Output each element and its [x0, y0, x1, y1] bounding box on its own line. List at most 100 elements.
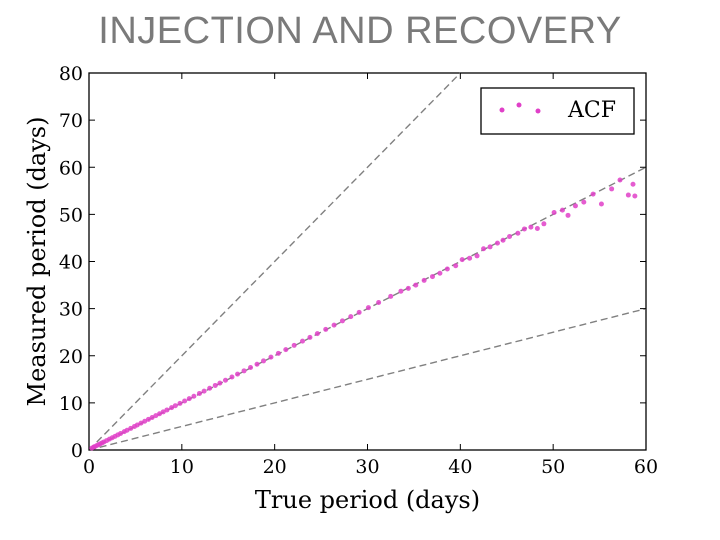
data-point — [551, 209, 557, 215]
data-point — [632, 193, 638, 199]
data-point — [134, 422, 140, 428]
x-tick-label: 40 — [448, 456, 472, 478]
legend-marker — [516, 102, 522, 108]
data-point — [191, 393, 197, 399]
data-point — [474, 253, 480, 259]
y-tick-label: 20 — [59, 346, 83, 368]
data-point — [541, 221, 547, 227]
data-point — [437, 270, 443, 276]
data-point — [164, 407, 170, 413]
data-point — [307, 334, 313, 340]
data-point — [283, 347, 289, 353]
data-point — [212, 382, 218, 388]
legend-box — [480, 87, 635, 135]
data-point — [196, 390, 202, 396]
data-point — [186, 396, 192, 402]
data-point — [521, 226, 527, 232]
data-point — [128, 425, 134, 431]
data-point — [261, 358, 267, 364]
data-points — [89, 177, 638, 451]
data-point — [138, 420, 144, 426]
data-point — [453, 263, 459, 269]
data-point — [182, 398, 188, 404]
data-point — [323, 326, 329, 332]
data-point — [500, 237, 506, 243]
page-title: INJECTION AND RECOVERY — [98, 10, 622, 52]
y-tick-label: 40 — [59, 252, 83, 274]
data-point — [291, 342, 297, 348]
data-point — [590, 191, 596, 197]
legend: ACF — [480, 87, 635, 135]
data-point — [598, 201, 604, 207]
data-point — [207, 385, 213, 391]
data-point — [630, 181, 636, 187]
y-tick-label: 0 — [71, 440, 83, 462]
data-point — [376, 299, 382, 305]
data-point — [229, 374, 235, 380]
data-point — [487, 244, 493, 250]
axis-ticks: 0 10 20 30 40 50 60 0 10 20 30 40 50 60 70 80 — [59, 63, 658, 478]
data-point — [248, 365, 254, 371]
data-point — [528, 224, 534, 230]
data-point — [339, 318, 345, 324]
data-point — [157, 411, 163, 417]
data-point — [617, 177, 623, 183]
reference-line-slope-2 — [88, 72, 461, 451]
data-point — [172, 403, 178, 409]
data-point — [365, 305, 371, 311]
data-point — [413, 282, 419, 288]
data-point — [153, 413, 159, 419]
data-point — [331, 322, 337, 328]
x-tick-label: 60 — [634, 456, 658, 478]
data-point — [160, 409, 166, 415]
x-tick-label: 0 — [83, 456, 95, 478]
data-point — [356, 309, 362, 315]
reference-line-slope-0.5 — [88, 307, 647, 451]
data-point — [534, 226, 540, 232]
data-point — [124, 427, 130, 433]
y-tick-label: 50 — [59, 204, 83, 226]
y-tick-label: 30 — [59, 299, 83, 321]
data-point — [149, 414, 155, 420]
data-point — [222, 377, 228, 383]
data-point — [169, 405, 175, 411]
data-point — [405, 285, 411, 291]
legend-marker — [535, 108, 541, 114]
y-tick-label: 60 — [59, 157, 83, 179]
data-point — [515, 230, 521, 236]
data-point — [300, 338, 306, 344]
data-point — [254, 361, 260, 367]
y-tick-label: 10 — [59, 393, 83, 415]
data-point — [572, 203, 578, 209]
x-tick-label: 30 — [355, 456, 379, 478]
x-tick-label: 50 — [541, 456, 565, 478]
data-point — [145, 416, 151, 422]
data-point — [467, 255, 473, 261]
y-axis-title: Measured period (days) — [23, 117, 51, 407]
data-point — [507, 234, 513, 240]
x-tick-label: 20 — [263, 456, 287, 478]
legend-label-acf: ACF — [567, 98, 616, 123]
data-point — [494, 240, 500, 246]
data-point — [142, 418, 148, 424]
legend-markers — [499, 102, 541, 114]
data-point — [241, 368, 247, 374]
data-point — [581, 199, 587, 205]
data-point — [559, 207, 565, 213]
data-point — [217, 380, 223, 386]
data-point — [268, 354, 274, 360]
data-point — [314, 331, 320, 337]
data-point — [388, 293, 394, 299]
data-point — [201, 388, 207, 394]
data-point — [481, 246, 487, 252]
x-axis-title: True period (days) — [255, 486, 480, 514]
data-point — [398, 288, 404, 294]
data-point — [429, 274, 435, 280]
data-point — [459, 257, 465, 263]
data-point — [118, 431, 124, 437]
legend-marker — [499, 107, 505, 113]
x-tick-label: 10 — [170, 456, 194, 478]
data-point — [565, 212, 571, 218]
y-tick-label: 80 — [59, 63, 83, 85]
